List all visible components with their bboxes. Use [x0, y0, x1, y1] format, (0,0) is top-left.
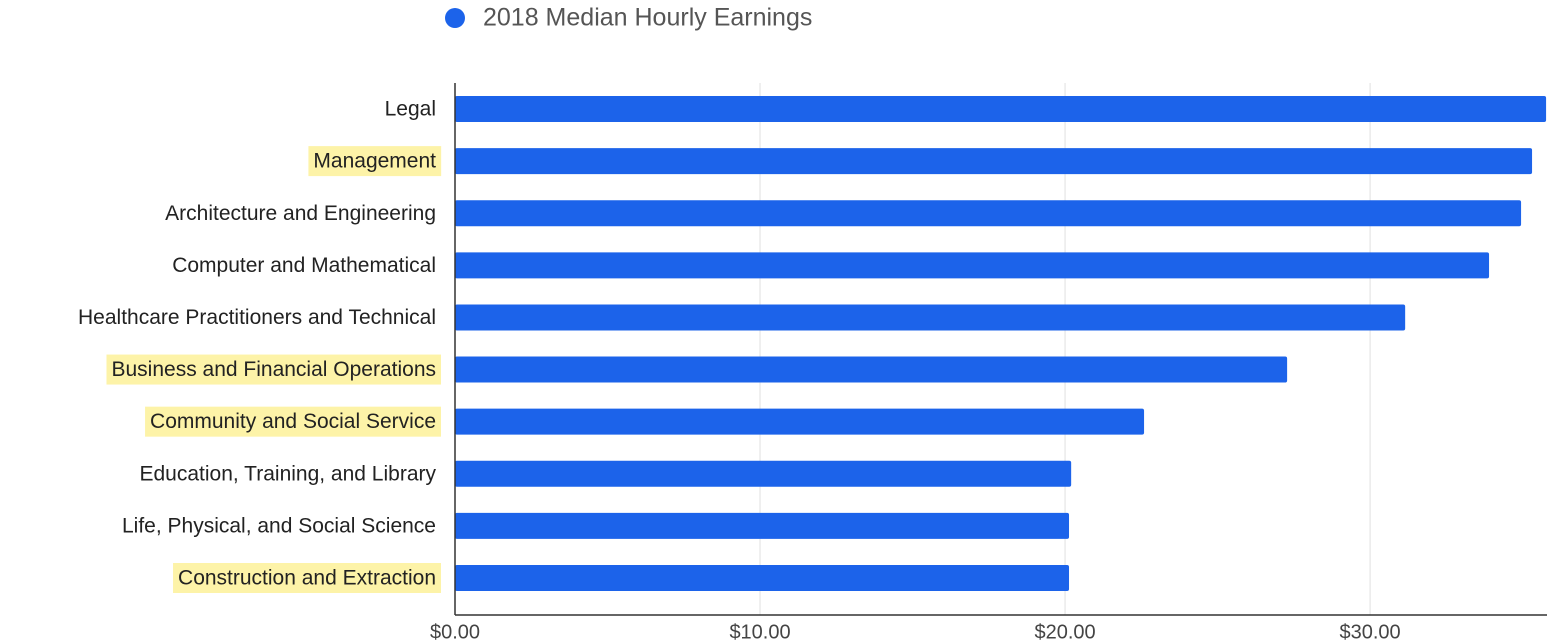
legend-label: 2018 Median Hourly Earnings	[483, 4, 812, 32]
bar	[455, 96, 1547, 122]
highlight	[173, 563, 441, 593]
x-tick-label: $10.00	[729, 621, 790, 643]
bar	[455, 148, 1533, 175]
y-tick-label: Education, Training, and Library	[139, 462, 436, 485]
y-tick-label: Legal	[385, 98, 436, 121]
highlight	[308, 146, 442, 177]
highlight	[106, 354, 441, 385]
x-tick-label: $0.00	[430, 621, 480, 643]
bar	[455, 304, 1406, 331]
y-tick-label: Community and Social Service	[150, 410, 436, 433]
y-tick-label: Management	[313, 150, 436, 173]
y-tick-label: Life, Physical, and Social Science	[122, 514, 436, 537]
y-tick-label: Architecture and Engineering	[165, 202, 436, 225]
y-tick-label: Business and Financial Operations	[111, 358, 436, 381]
y-tick-label: Computer and Mathematical	[172, 254, 436, 277]
bar	[455, 512, 1070, 539]
y-tick-label: Construction and Extraction	[178, 567, 436, 590]
highlight	[145, 406, 441, 437]
bar	[455, 460, 1072, 487]
x-tick-label: $30.00	[1339, 621, 1400, 643]
bar	[455, 252, 1490, 279]
bar	[455, 565, 1070, 591]
y-tick-label: Healthcare Practitioners and Technical	[78, 306, 436, 329]
highlights	[106, 146, 442, 593]
bar	[455, 408, 1145, 435]
bar	[455, 200, 1522, 227]
x-tick-label: $20.00	[1034, 621, 1095, 643]
bar	[455, 356, 1288, 383]
legend-marker	[445, 8, 465, 28]
